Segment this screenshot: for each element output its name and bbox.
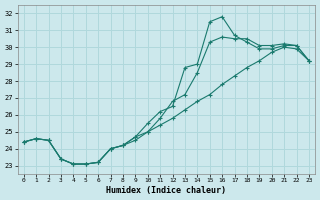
X-axis label: Humidex (Indice chaleur): Humidex (Indice chaleur) [106,186,226,195]
